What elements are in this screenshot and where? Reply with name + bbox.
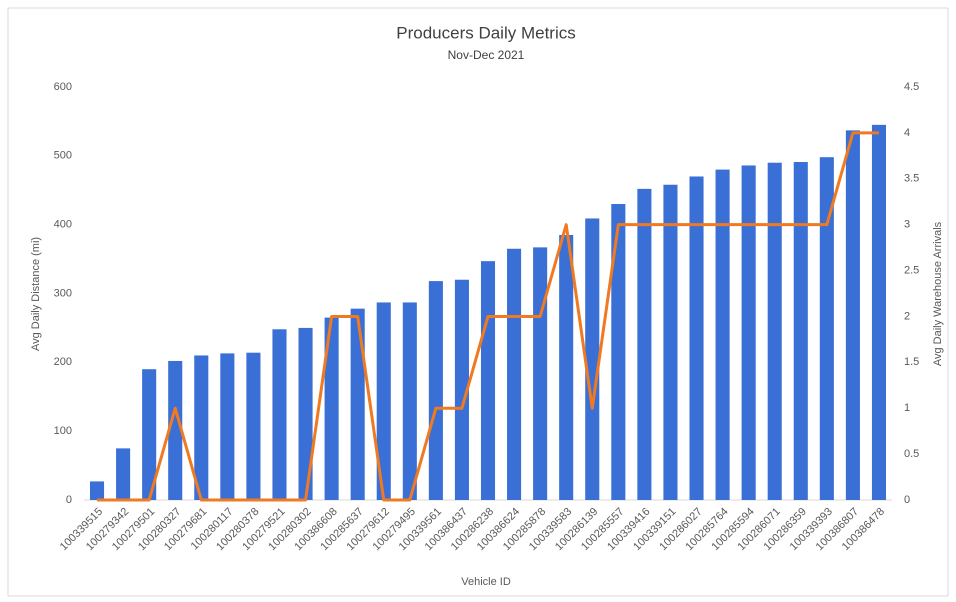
bar xyxy=(402,302,417,500)
bar xyxy=(819,157,834,500)
bar xyxy=(298,327,313,500)
y2-tick-label: 2.5 xyxy=(904,264,919,276)
bar xyxy=(454,279,469,500)
bar xyxy=(89,481,105,500)
y-tick-label: 100 xyxy=(54,425,72,437)
y-axis-label: Avg Daily Distance (mi) xyxy=(30,237,42,351)
bar xyxy=(793,162,808,501)
y2-tick-label: 0.5 xyxy=(904,448,919,460)
bar xyxy=(376,302,391,500)
chart-subtitle: Nov-Dec 2021 xyxy=(448,48,525,62)
bar xyxy=(428,281,443,500)
bar xyxy=(246,352,261,500)
bar xyxy=(715,169,730,500)
y-tick-label: 400 xyxy=(54,219,72,231)
bar xyxy=(220,353,235,500)
bar xyxy=(168,360,183,500)
y2-tick-label: 3.5 xyxy=(904,173,919,185)
y2-axis-label: Avg Daily Warehouse Arrivals xyxy=(932,221,944,366)
y2-tick-label: 4 xyxy=(904,127,910,139)
bar xyxy=(741,165,756,500)
y-tick-label: 300 xyxy=(54,287,72,299)
bar xyxy=(533,247,548,500)
bar xyxy=(480,261,496,500)
bar xyxy=(767,162,782,500)
bar xyxy=(871,124,887,500)
bar xyxy=(663,184,678,500)
y2-tick-label: 1.5 xyxy=(904,356,919,368)
bar xyxy=(689,176,704,500)
y2-tick-label: 2 xyxy=(904,310,910,322)
bar xyxy=(116,448,131,500)
y-tick-label: 500 xyxy=(54,150,72,162)
bar xyxy=(142,369,157,500)
bar xyxy=(637,188,652,500)
y-tick-label: 0 xyxy=(66,494,72,506)
bar xyxy=(350,308,365,500)
line xyxy=(97,131,879,502)
y2-tick-label: 1 xyxy=(904,402,910,414)
bar xyxy=(845,130,860,501)
chart-title: Producers Daily Metrics xyxy=(396,23,576,42)
bar xyxy=(272,329,287,500)
bar xyxy=(194,355,209,500)
chart-border xyxy=(7,7,949,597)
y2-tick-label: 3 xyxy=(904,219,910,231)
bar xyxy=(507,248,522,500)
x-axis-label: Vehicle ID xyxy=(461,576,511,588)
y-tick-label: 200 xyxy=(54,356,72,368)
y-tick-label: 600 xyxy=(54,81,72,93)
bar xyxy=(559,234,574,500)
bar xyxy=(324,317,339,500)
bar xyxy=(611,204,626,500)
y2-tick-label: 0 xyxy=(904,494,910,506)
bar xyxy=(585,218,600,500)
y2-tick-label: 4.5 xyxy=(904,81,919,93)
